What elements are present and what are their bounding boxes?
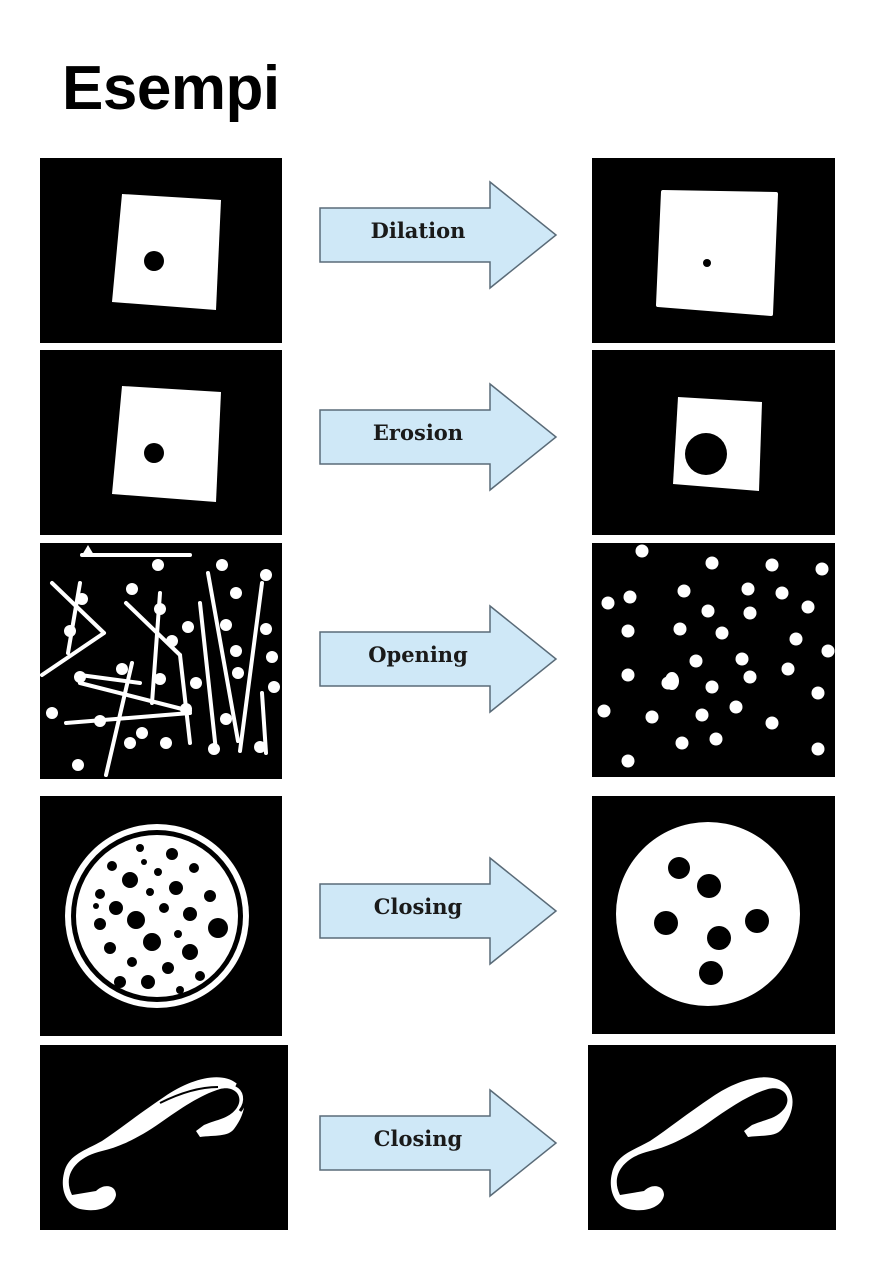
after-image-erosion — [592, 350, 835, 535]
opening-label: Opening — [368, 642, 468, 667]
after-image-closing-telephone — [588, 1045, 836, 1230]
closing-arrow-1: Closing — [318, 856, 558, 966]
erosion-arrow: Erosion — [318, 382, 558, 492]
page-title: Esempi — [62, 54, 280, 123]
after-image-closing-circle — [592, 796, 835, 1034]
closing-label-1: Closing — [373, 894, 463, 919]
closing-label-2: Closing — [373, 1126, 463, 1151]
dilation-label: Dilation — [370, 218, 466, 243]
before-image-opening — [40, 543, 282, 779]
before-image-closing-circle — [40, 796, 282, 1036]
opening-arrow: Opening — [318, 604, 558, 714]
after-image-dilation — [592, 158, 835, 343]
dilation-arrow: Dilation — [318, 180, 558, 290]
before-image-dilation — [40, 158, 282, 343]
erosion-label: Erosion — [372, 420, 464, 445]
before-image-erosion — [40, 350, 282, 535]
after-image-opening — [592, 543, 835, 777]
before-image-closing-telephone — [40, 1045, 288, 1230]
closing-arrow-2: Closing — [318, 1088, 558, 1198]
